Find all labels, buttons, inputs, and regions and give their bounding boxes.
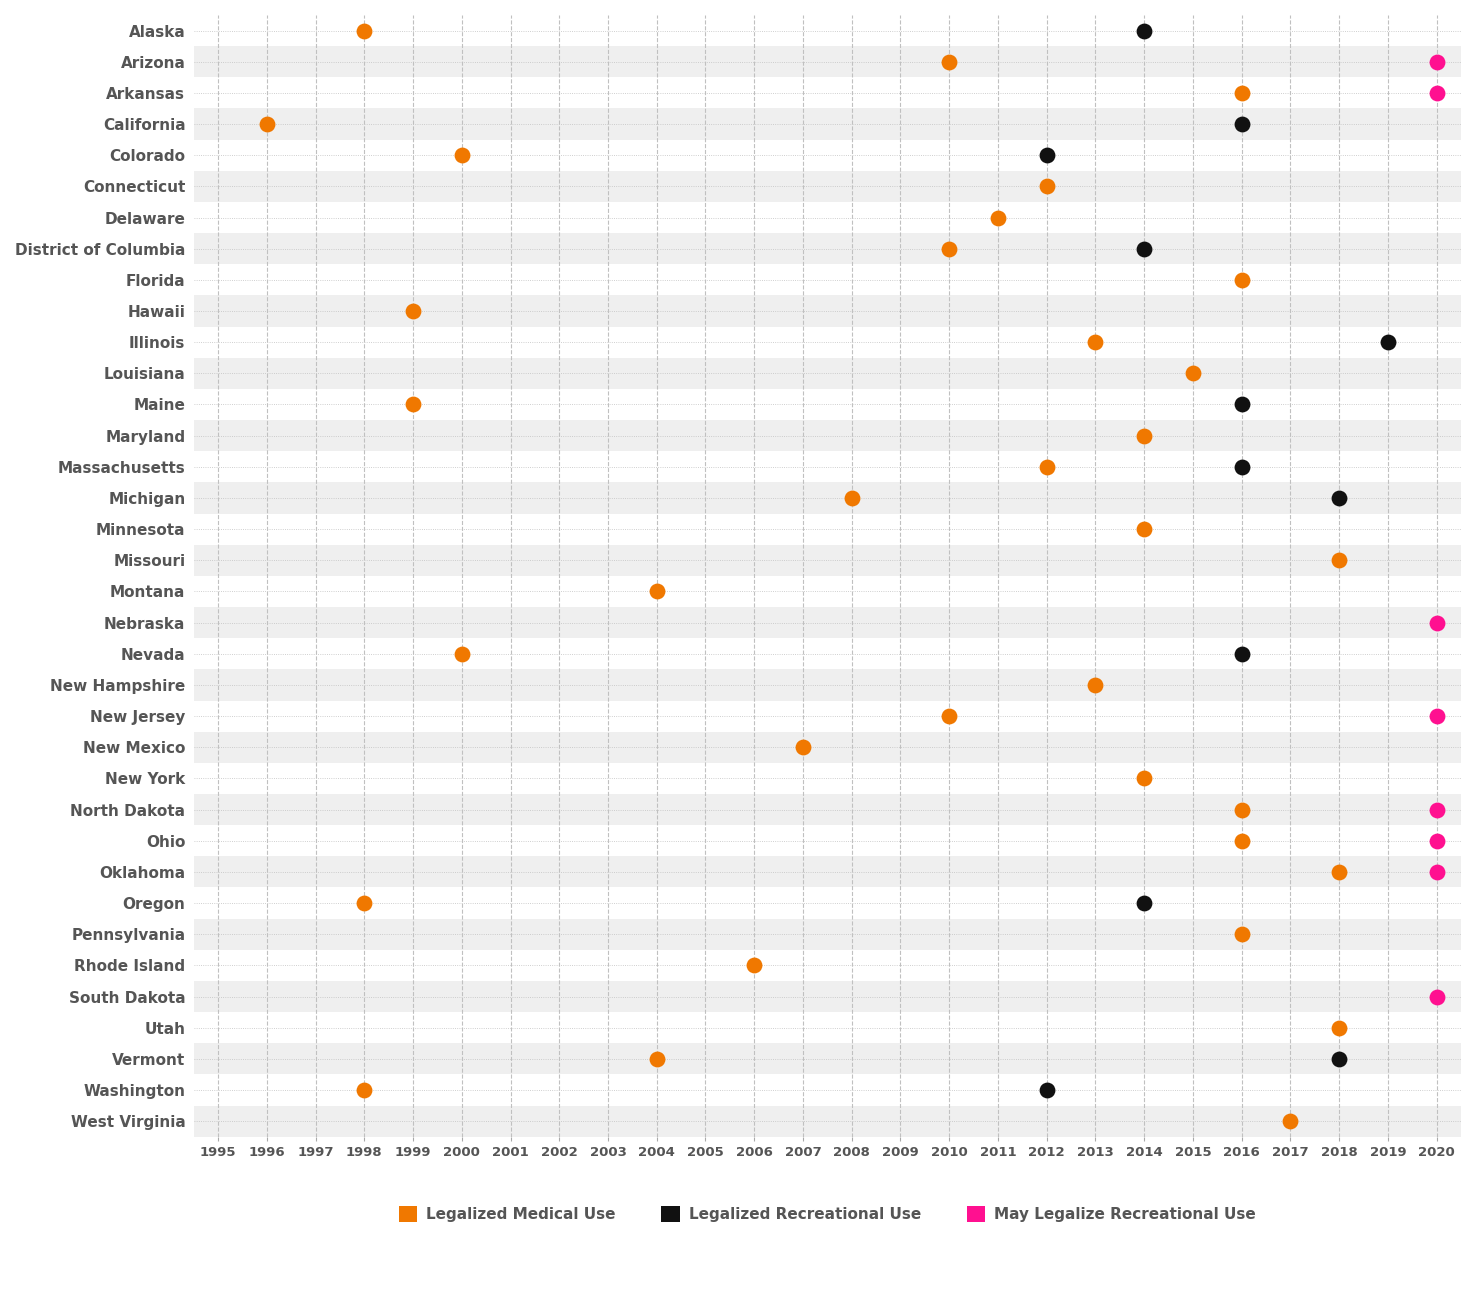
Point — [1035, 145, 1058, 166]
Bar — [193, 1075, 1461, 1105]
Point — [1327, 1049, 1351, 1070]
Point — [1132, 892, 1156, 913]
Point — [1424, 83, 1448, 104]
Bar — [193, 139, 1461, 171]
Point — [645, 581, 669, 602]
Bar — [193, 732, 1461, 763]
Point — [937, 51, 961, 72]
Bar — [193, 357, 1461, 389]
Legend: Legalized Medical Use, Legalized Recreational Use, May Legalize Recreational Use: Legalized Medical Use, Legalized Recreat… — [391, 1198, 1263, 1230]
Bar — [193, 639, 1461, 669]
Point — [1083, 331, 1107, 352]
Point — [840, 487, 863, 509]
Bar — [193, 46, 1461, 78]
Point — [1230, 799, 1253, 820]
Bar — [193, 202, 1461, 233]
Point — [645, 1049, 669, 1070]
Bar — [193, 1012, 1461, 1043]
Point — [1230, 394, 1253, 415]
Bar — [193, 763, 1461, 794]
Point — [1230, 113, 1253, 134]
Bar — [193, 296, 1461, 327]
Point — [1230, 644, 1253, 665]
Bar — [193, 327, 1461, 357]
Bar — [193, 982, 1461, 1012]
Bar — [193, 78, 1461, 109]
Point — [1230, 269, 1253, 290]
Point — [1424, 830, 1448, 851]
Point — [1035, 176, 1058, 197]
Bar — [193, 918, 1461, 950]
Point — [1230, 830, 1253, 851]
Point — [1132, 519, 1156, 540]
Bar — [193, 514, 1461, 545]
Point — [1230, 456, 1253, 477]
Point — [1424, 986, 1448, 1007]
Point — [1132, 767, 1156, 788]
Bar — [193, 389, 1461, 420]
Bar — [193, 482, 1461, 514]
Bar — [193, 887, 1461, 918]
Bar — [193, 233, 1461, 264]
Point — [450, 145, 474, 166]
Point — [353, 1080, 376, 1101]
Point — [1327, 549, 1351, 570]
Bar — [193, 857, 1461, 887]
Point — [255, 113, 279, 134]
Point — [791, 737, 815, 758]
Point — [1424, 799, 1448, 820]
Point — [986, 208, 1010, 229]
Point — [937, 706, 961, 727]
Bar — [193, 451, 1461, 482]
Point — [1424, 862, 1448, 883]
Bar — [193, 14, 1461, 46]
Bar — [193, 545, 1461, 576]
Point — [401, 394, 425, 415]
Point — [401, 301, 425, 322]
Bar — [193, 171, 1461, 202]
Point — [353, 20, 376, 41]
Point — [353, 892, 376, 913]
Bar — [193, 576, 1461, 607]
Point — [742, 955, 766, 976]
Point — [1278, 1110, 1302, 1131]
Point — [1424, 51, 1448, 72]
Bar — [193, 700, 1461, 732]
Point — [1327, 487, 1351, 509]
Bar — [193, 950, 1461, 982]
Point — [1424, 612, 1448, 633]
Bar — [193, 1105, 1461, 1137]
Point — [1230, 924, 1253, 945]
Bar — [193, 420, 1461, 451]
Point — [1327, 1017, 1351, 1038]
Bar — [193, 1043, 1461, 1075]
Point — [1132, 20, 1156, 41]
Point — [1230, 83, 1253, 104]
Bar — [193, 669, 1461, 700]
Bar — [193, 794, 1461, 825]
Point — [1376, 331, 1399, 352]
Point — [1424, 706, 1448, 727]
Point — [937, 238, 961, 259]
Point — [1327, 862, 1351, 883]
Bar — [193, 825, 1461, 857]
Point — [1181, 363, 1204, 384]
Bar — [193, 109, 1461, 139]
Point — [1083, 674, 1107, 695]
Point — [1132, 238, 1156, 259]
Point — [1035, 456, 1058, 477]
Point — [450, 644, 474, 665]
Bar — [193, 607, 1461, 639]
Point — [1035, 1080, 1058, 1101]
Bar — [193, 264, 1461, 296]
Point — [1132, 426, 1156, 447]
